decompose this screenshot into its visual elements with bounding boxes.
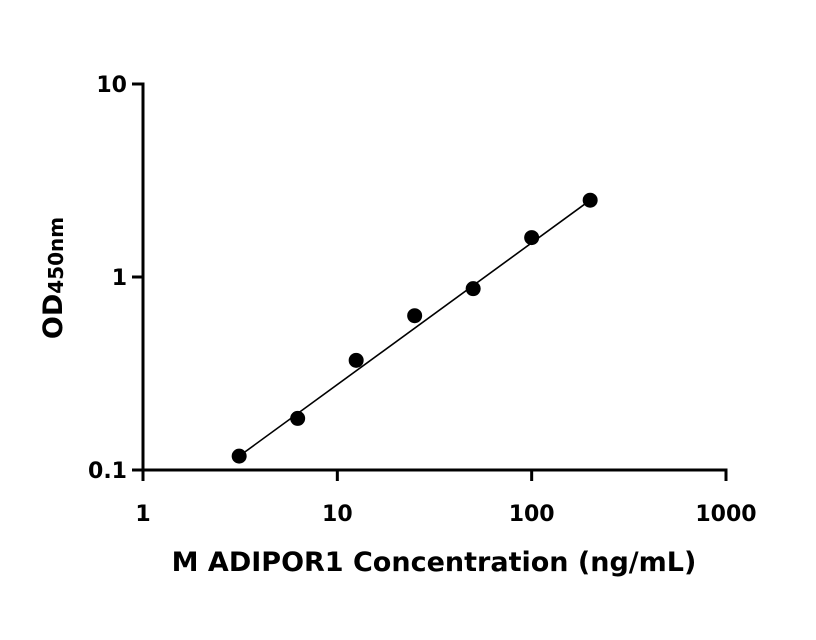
y-axis-title: OD450nm: [38, 217, 69, 339]
data-point: [348, 352, 364, 368]
axes: [141, 82, 728, 472]
data-point: [290, 410, 306, 426]
y-axis-title-subscript: 450nm: [44, 217, 68, 294]
y-ticks: 0.1 1 10: [88, 73, 143, 484]
y-tick-label: 1: [112, 266, 127, 291]
data-point: [407, 308, 423, 324]
data-point: [582, 192, 598, 208]
y-tick-label: 10: [96, 73, 127, 98]
x-ticks: 1 10 100 1000: [135, 470, 757, 527]
data-points: [231, 192, 598, 464]
data-point: [231, 448, 247, 464]
data-point: [524, 230, 540, 246]
x-tick-label: 100: [509, 502, 555, 527]
x-tick-label: 1000: [695, 502, 756, 527]
y-tick-label: 0.1: [88, 459, 127, 484]
y-axis-title-main: OD: [38, 294, 69, 339]
data-point: [465, 281, 481, 297]
x-axis-title: M ADIPOR1 Concentration (ng/mL): [172, 547, 697, 578]
x-tick-label: 1: [135, 502, 150, 527]
x-tick-label: 10: [322, 502, 353, 527]
